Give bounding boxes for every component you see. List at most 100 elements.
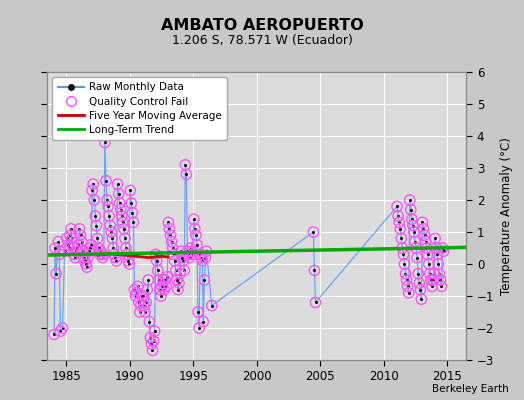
Point (177, 248, 185, 254)
Point (175, 280, 183, 286)
Y-axis label: Temperature Anomaly (°C): Temperature Anomaly (°C) (500, 137, 512, 295)
Point (422, 245, 431, 251)
Point (103, 197, 111, 203)
Point (136, 309, 144, 315)
Point (155, 277, 163, 283)
Point (177, 248, 185, 254)
Point (56, 328, 64, 334)
Point (165, 226, 173, 232)
Point (125, 261, 134, 267)
Point (182, 171, 191, 178)
Point (408, 216, 416, 222)
Point (112, 258, 121, 264)
Point (425, 270, 434, 277)
Point (80, 254, 88, 261)
Point (151, 251, 160, 258)
Point (78, 238, 86, 245)
Point (158, 283, 166, 290)
Point (95, 251, 104, 258)
Point (147, 341, 156, 347)
Point (438, 283, 446, 290)
Point (199, 318, 208, 325)
Point (171, 267, 180, 274)
Point (69, 245, 78, 251)
Point (101, 139, 109, 146)
Point (185, 254, 194, 261)
Point (439, 245, 447, 251)
Point (139, 293, 147, 299)
Point (393, 203, 401, 210)
Point (90, 197, 99, 203)
Point (68, 235, 76, 242)
Point (66, 232, 74, 238)
Point (433, 251, 441, 258)
Point (163, 274, 171, 280)
Point (420, 232, 429, 238)
Point (103, 197, 111, 203)
Point (129, 219, 138, 226)
Point (130, 286, 139, 293)
Point (109, 245, 117, 251)
Point (188, 248, 196, 254)
Point (395, 219, 403, 226)
Point (185, 254, 194, 261)
Point (88, 187, 96, 194)
Point (62, 235, 71, 242)
Point (412, 245, 420, 251)
Point (176, 270, 184, 277)
Point (201, 254, 210, 261)
Point (132, 293, 140, 299)
Point (429, 277, 437, 283)
Point (104, 203, 112, 210)
Point (162, 283, 170, 290)
Point (398, 245, 407, 251)
Point (416, 286, 424, 293)
Point (405, 290, 413, 296)
Point (121, 235, 129, 242)
Point (159, 277, 167, 283)
Point (104, 203, 112, 210)
Point (419, 226, 428, 232)
Point (152, 258, 161, 264)
Point (198, 258, 206, 264)
Point (69, 245, 78, 251)
Point (189, 251, 197, 258)
Point (141, 309, 149, 315)
Point (168, 245, 177, 251)
Point (417, 296, 425, 302)
Point (99, 254, 107, 261)
Point (115, 200, 124, 206)
Point (399, 251, 408, 258)
Point (179, 258, 188, 264)
Point (149, 338, 158, 344)
Point (438, 283, 446, 290)
Point (140, 302, 148, 309)
Point (86, 245, 94, 251)
Point (115, 200, 124, 206)
Text: 1.206 S, 78.571 W (Ecuador): 1.206 S, 78.571 W (Ecuador) (171, 34, 353, 47)
Point (419, 226, 428, 232)
Point (91, 213, 100, 219)
Point (400, 261, 409, 267)
Point (92, 222, 101, 229)
Point (311, 299, 320, 306)
Point (138, 293, 146, 299)
Point (156, 286, 164, 293)
Point (180, 267, 189, 274)
Legend: Raw Monthly Data, Quality Control Fail, Five Year Moving Average, Long-Term Tren: Raw Monthly Data, Quality Control Fail, … (52, 77, 227, 140)
Point (93, 235, 102, 242)
Point (197, 254, 205, 261)
Point (429, 277, 437, 283)
Point (119, 226, 128, 232)
Point (178, 254, 187, 261)
Point (77, 232, 85, 238)
Point (183, 248, 192, 254)
Point (72, 248, 81, 254)
Point (142, 299, 150, 306)
Point (71, 254, 80, 261)
Point (167, 238, 176, 245)
Point (123, 251, 132, 258)
Point (164, 219, 172, 226)
Point (114, 190, 123, 197)
Point (393, 203, 401, 210)
